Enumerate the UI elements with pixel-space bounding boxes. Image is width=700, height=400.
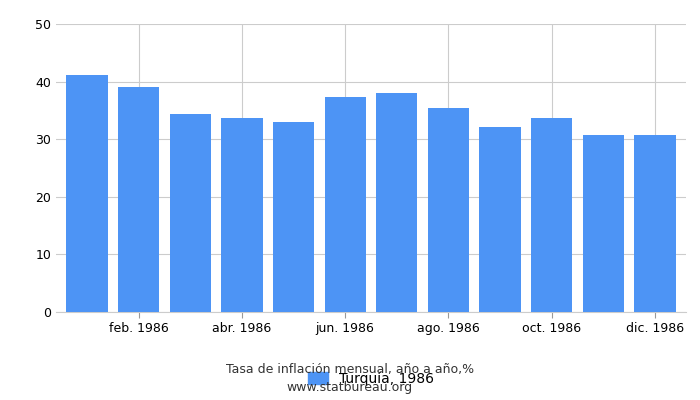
- Text: www.statbureau.org: www.statbureau.org: [287, 382, 413, 394]
- Bar: [480, 126, 521, 312]
- Bar: [169, 114, 211, 312]
- Bar: [428, 108, 469, 312]
- Bar: [325, 97, 366, 312]
- Bar: [582, 134, 624, 312]
- Bar: [66, 75, 108, 312]
- Text: Tasa de inflación mensual, año a año,%: Tasa de inflación mensual, año a año,%: [226, 364, 474, 376]
- Bar: [531, 118, 573, 312]
- Bar: [634, 134, 676, 312]
- Bar: [118, 87, 160, 312]
- Bar: [273, 122, 314, 312]
- Bar: [376, 92, 417, 312]
- Bar: [221, 118, 262, 312]
- Legend: Turquía, 1986: Turquía, 1986: [302, 366, 440, 392]
